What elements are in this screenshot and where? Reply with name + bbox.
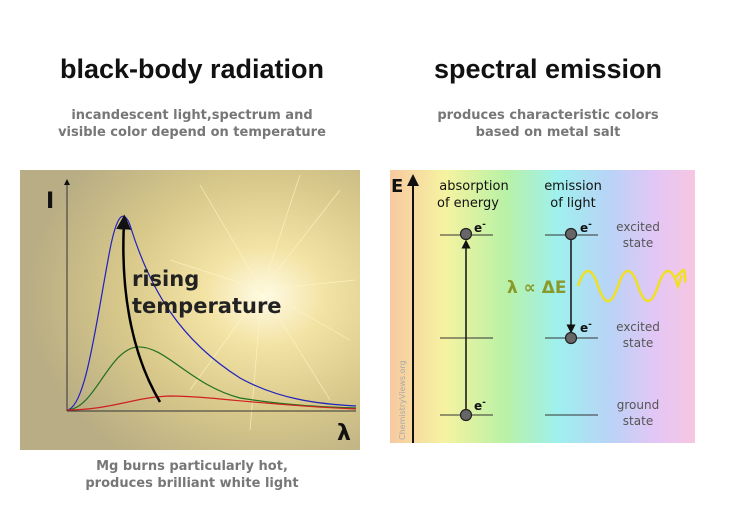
- level-label: ground: [617, 398, 659, 412]
- blue-curve: [66, 215, 357, 411]
- energy-label: E: [391, 176, 403, 197]
- sparkler-photo: [20, 170, 360, 450]
- caption: Mg burns particularly hot,: [96, 459, 288, 474]
- right-subtitle: produces characteristic colors: [437, 108, 659, 123]
- caption: produces brilliant white light: [85, 476, 298, 491]
- level-label: state: [623, 336, 653, 350]
- electron-label: e-: [580, 320, 592, 335]
- level-label: excited: [616, 220, 660, 234]
- level-label: state: [623, 236, 653, 250]
- level-label: excited: [616, 320, 660, 334]
- red-curve: [66, 395, 357, 411]
- x-axis-label: λ: [337, 421, 351, 446]
- emission-label: of light: [550, 196, 595, 211]
- absorption-label: of energy: [437, 196, 499, 211]
- electron-label: e-: [474, 398, 486, 413]
- emission-label: emission: [544, 179, 602, 194]
- electron-label: e-: [474, 220, 486, 235]
- y-axis-label: I: [46, 189, 54, 214]
- right-title: spectral emission: [434, 54, 662, 84]
- right-subtitle: based on metal salt: [476, 125, 621, 140]
- relation: λ ∝ ΔE: [507, 278, 566, 298]
- annotation: rising: [132, 267, 199, 291]
- light-wave: [576, 271, 682, 303]
- left-subtitle: visible color depend on temperature: [58, 125, 326, 140]
- electrons: [459, 227, 578, 422]
- rising-arrow: [116, 214, 162, 403]
- level-label: state: [623, 414, 653, 428]
- watermark: ChemistryViews.org: [398, 360, 407, 440]
- sparks: [169, 174, 356, 431]
- left-subtitle: incandescent light,spectrum and: [71, 108, 312, 123]
- green-curve: [66, 346, 357, 411]
- electron-label: e-: [580, 220, 592, 235]
- absorption-label: absorption: [439, 179, 508, 194]
- left-title: black-body radiation: [60, 54, 324, 84]
- annotation: temperature: [132, 294, 282, 318]
- spectrum-background: [390, 170, 695, 443]
